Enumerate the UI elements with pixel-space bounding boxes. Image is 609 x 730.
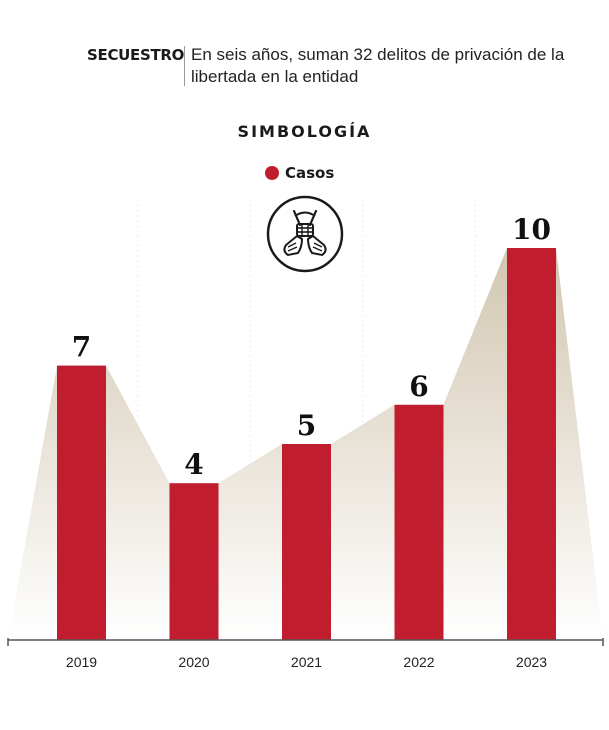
tick-label-2020: 2020 bbox=[178, 654, 209, 670]
bar-2021 bbox=[282, 444, 331, 640]
tied-hands-icon bbox=[266, 195, 344, 273]
x-axis bbox=[7, 638, 604, 646]
tick-label-2021: 2021 bbox=[291, 654, 322, 670]
legend-title: SIMBOLOGÍA bbox=[237, 122, 372, 141]
x-tick-labels: 2019 2020 2021 2022 2023 bbox=[66, 654, 547, 670]
header-tag: SECUESTRO bbox=[87, 46, 185, 64]
data-label-2023: 10 bbox=[512, 213, 551, 246]
data-label-2020: 4 bbox=[184, 448, 203, 481]
bar-2023 bbox=[507, 248, 556, 640]
header-description: En seis años, suman 32 delitos de privac… bbox=[191, 45, 565, 86]
data-label-2021: 5 bbox=[297, 409, 316, 442]
data-label-2022: 6 bbox=[409, 370, 428, 403]
bar-2020 bbox=[169, 483, 219, 640]
data-label-2019: 7 bbox=[72, 331, 91, 364]
legend-dot bbox=[265, 166, 279, 180]
header-separator bbox=[184, 46, 185, 86]
data-labels: 7 4 5 6 10 bbox=[72, 213, 551, 481]
tick-label-2022: 2022 bbox=[403, 654, 434, 670]
tick-label-2023: 2023 bbox=[516, 654, 547, 670]
chart-header: SECUESTRO En seis años, suman 32 delitos… bbox=[87, 44, 587, 90]
bar-2022 bbox=[394, 404, 444, 640]
bar-2019 bbox=[57, 365, 106, 640]
bars bbox=[57, 248, 556, 640]
legend-label: Casos bbox=[285, 164, 335, 182]
tick-label-2019: 2019 bbox=[66, 654, 97, 670]
